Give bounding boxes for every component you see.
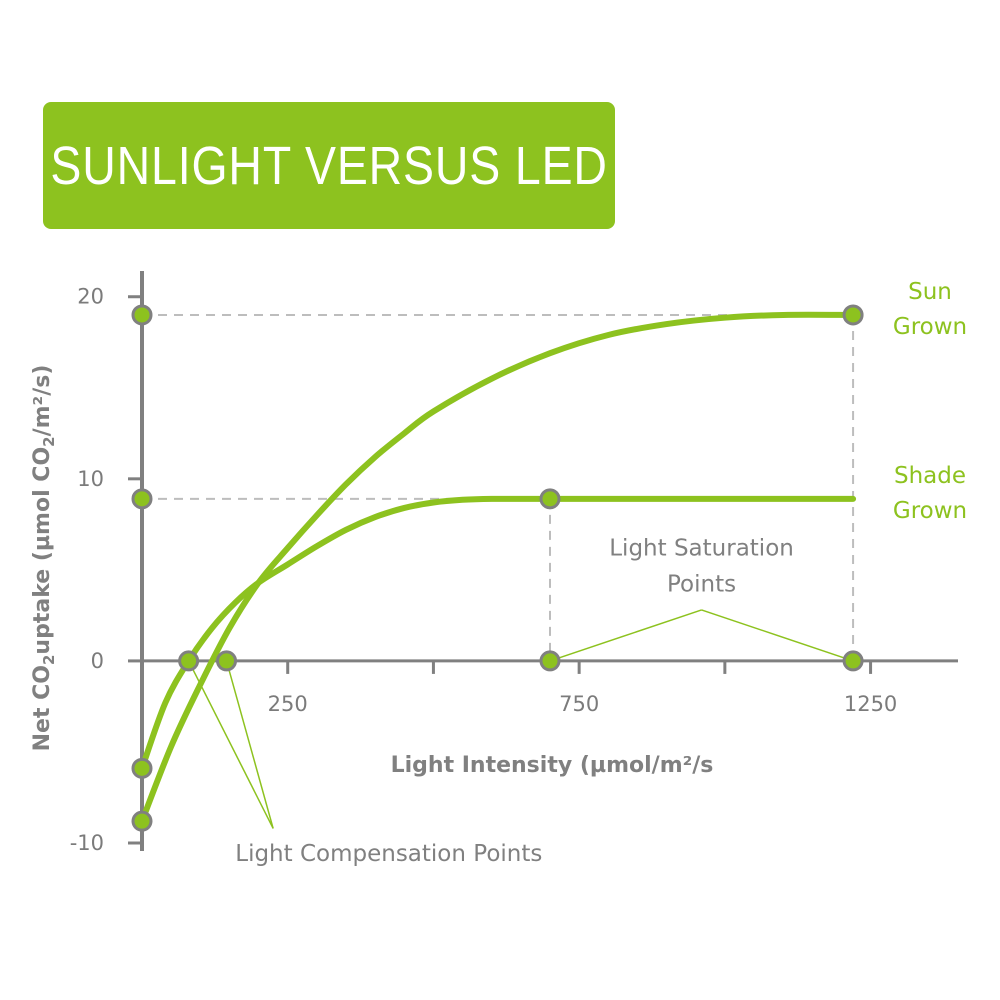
annotation-pointer-0-1: [225, 660, 274, 829]
series-label-sun-grown: Sun Grown: [893, 279, 967, 340]
annotation-pointer-1-1: [701, 609, 854, 662]
x-tick-label-750: 750: [559, 692, 599, 716]
series-label-shade-grown: Shade Grown: [893, 463, 967, 524]
data-marker-6: [539, 650, 561, 672]
x-tick-label-1250: 1250: [844, 692, 897, 716]
annotation-pointer-0-0: [187, 660, 274, 829]
data-marker-0: [131, 304, 153, 326]
data-marker-4: [178, 650, 200, 672]
title-banner: SUNLIGHT VERSUS LED: [43, 102, 615, 229]
data-marker-1: [131, 488, 153, 510]
y-axis-title: Net CO2uptake (µmol CO2/m²/s): [30, 365, 58, 752]
series-line-shade-grown: [139, 495, 857, 772]
data-marker-5: [216, 650, 238, 672]
x-axis-title: Light Intensity (µmol/m²/s: [391, 753, 714, 778]
data-marker-3: [131, 810, 153, 832]
annotation-pointer-1-0: [549, 609, 702, 662]
annotation-label-1: Light Saturation Points: [609, 535, 794, 597]
data-marker-8: [539, 488, 561, 510]
annotation-label-0: Light Compensation Points: [235, 841, 542, 867]
series-line-sun-grown: [139, 311, 857, 825]
y-tick-label-20: 20: [77, 285, 104, 309]
y-tick-label-10: 10: [77, 467, 104, 491]
data-marker-7: [842, 650, 864, 672]
data-marker-2: [131, 757, 153, 779]
data-marker-9: [842, 304, 864, 326]
x-tick-label-250: 250: [268, 692, 308, 716]
chart-title: SUNLIGHT VERSUS LED: [50, 135, 608, 196]
y-tick-label-0: 0: [91, 649, 104, 673]
y-tick-label--10: -10: [70, 831, 104, 855]
